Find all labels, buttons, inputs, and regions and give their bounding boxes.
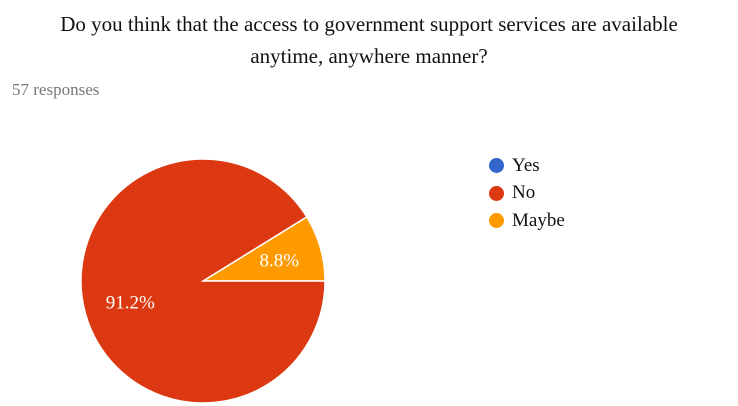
- legend-item-yes: Yes: [489, 152, 565, 180]
- chart-title: Do you think that the access to governme…: [0, 8, 738, 72]
- legend-marker-no: [489, 185, 504, 201]
- response-count: 57 responses: [12, 80, 100, 99]
- chart-title-line-1: Do you think that the access to governme…: [60, 12, 678, 36]
- legend-label-no: No: [512, 182, 536, 204]
- chart-title-line-2: anytime, anywhere manner?: [250, 44, 488, 68]
- legend-label-maybe: Maybe: [512, 209, 565, 231]
- legend-marker-yes: [489, 158, 504, 174]
- legend-label-yes: Yes: [512, 154, 540, 176]
- slice-label-maybe: 8.8%: [259, 250, 299, 271]
- legend: Yes No Maybe: [489, 152, 565, 235]
- legend-item-no: No: [489, 180, 565, 208]
- pie-slice-no: [80, 158, 326, 404]
- legend-item-maybe: Maybe: [489, 207, 565, 235]
- legend-marker-maybe: [489, 213, 504, 229]
- slice-label-no: 91.2%: [106, 293, 155, 314]
